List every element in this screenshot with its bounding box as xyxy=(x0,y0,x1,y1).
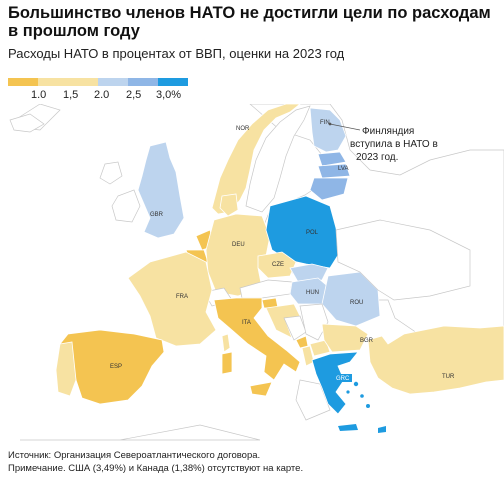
source-line: Источник: Организация Североатлантическо… xyxy=(8,450,261,461)
chart-subtitle: Расходы НАТО в процентах от ВВП, оценки … xyxy=(8,46,345,61)
europe-map: NOR FIN LVA GBR POL DEU CZE FRA HUN ROU … xyxy=(9,104,504,441)
label-rou: ROU xyxy=(350,300,363,306)
label-fin: FIN xyxy=(320,120,330,126)
legend-label-4: 2,5 xyxy=(126,89,142,101)
label-bgr: BGR xyxy=(360,338,374,344)
country-irl xyxy=(111,189,141,223)
legend-swatch-3 xyxy=(68,78,98,86)
legend-label-1: 1.0 xyxy=(31,89,47,101)
country-ita-sicily xyxy=(249,381,273,397)
country-est xyxy=(317,151,347,167)
country-ita-sardinia xyxy=(221,351,233,375)
country-bgr xyxy=(321,323,369,353)
country-fra xyxy=(127,251,217,347)
label-nor: NOR xyxy=(236,126,250,132)
legend-label-5: 3,0% xyxy=(156,89,182,101)
annotation-line-3: 2023 год. xyxy=(356,152,398,163)
label-pol: POL xyxy=(306,230,319,236)
legend: 1.0 1,5 2.0 2,5 3,0% xyxy=(8,78,198,102)
annotation-line-2: вступила в НАТО в xyxy=(350,139,438,150)
label-ita: ITA xyxy=(242,320,251,326)
legend-swatch-6 xyxy=(158,78,188,86)
country-tur xyxy=(367,325,504,395)
country-cze xyxy=(257,251,297,279)
label-tur: TUR xyxy=(442,374,455,380)
label-cze: CZE xyxy=(272,262,284,268)
label-gbr: GBR xyxy=(150,212,164,218)
label-grc: GRC xyxy=(336,376,350,382)
country-labels: NOR FIN LVA GBR POL DEU CZE FRA HUN ROU … xyxy=(110,120,455,382)
country-lva xyxy=(317,163,351,179)
label-grc-bg xyxy=(334,374,352,382)
country-fin xyxy=(309,107,347,153)
legend-swatch-5 xyxy=(128,78,158,86)
chart-title: Большинство членов НАТО не достигли цели… xyxy=(8,4,491,40)
legend-swatch-2 xyxy=(38,78,68,86)
label-deu: DEU xyxy=(232,242,245,248)
legend-label-3: 2.0 xyxy=(94,89,110,101)
legend-swatch-1 xyxy=(8,78,38,86)
legend-swatch-4 xyxy=(98,78,128,86)
country-swe xyxy=(245,105,311,213)
country-pol xyxy=(265,195,341,269)
annotation-line-1: Финляндия xyxy=(362,126,414,137)
footnote-line: Примечание. США (3,49%) и Канада (1,38%)… xyxy=(8,463,304,474)
country-ltu xyxy=(309,177,349,201)
country-prt xyxy=(55,341,77,397)
label-lva: LVA xyxy=(338,166,348,172)
country-grc xyxy=(311,351,359,415)
country-dnk xyxy=(219,193,239,217)
country-ukr xyxy=(335,219,471,301)
country-isl xyxy=(9,113,45,133)
legend-label-2: 1,5 xyxy=(63,89,79,101)
country-nor xyxy=(211,104,301,215)
label-hun: HUN xyxy=(306,290,319,296)
greek-islands xyxy=(338,381,386,433)
country-mne xyxy=(295,335,309,349)
source-note: Источник: Организация Североатлантическо… xyxy=(8,449,303,475)
country-svk xyxy=(289,263,329,283)
country-ita xyxy=(213,297,301,381)
label-fra: FRA xyxy=(176,294,188,300)
label-esp: ESP xyxy=(110,364,122,370)
country-fra-corsica xyxy=(221,333,231,353)
country-mkd xyxy=(309,339,331,357)
finland-annotation: Финляндия вступила в НАТО в 2023 год. xyxy=(328,122,438,163)
country-gbr xyxy=(137,141,185,239)
